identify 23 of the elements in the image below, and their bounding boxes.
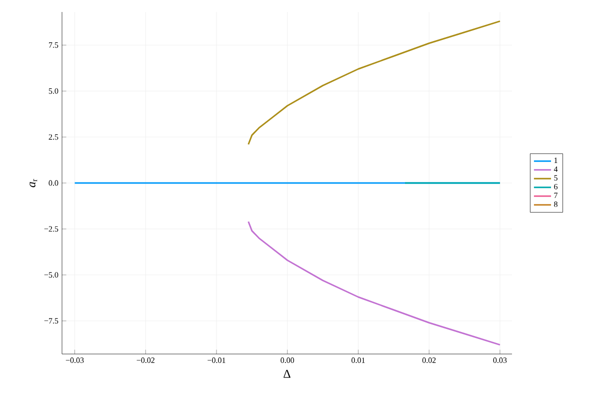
x-tick-label: 0.02: [422, 358, 436, 363]
y-tick-label: −5.0: [44, 272, 58, 278]
x-axis-title: Δ: [284, 370, 290, 378]
legend-label: 6: [554, 184, 558, 190]
x-tick-label: 0.03: [493, 358, 507, 363]
legend-label: 4: [554, 166, 558, 172]
y-axis-title: a$_{r}$: [30, 178, 38, 188]
legend-label: 5: [554, 175, 558, 181]
y-tick-label: 0.0: [48, 180, 58, 186]
y-tick-label: 2.5: [48, 134, 58, 140]
x-tick-label: −0.03: [66, 358, 84, 363]
x-tick-label: −0.02: [136, 358, 154, 363]
x-tick-label: 0.01: [352, 358, 365, 363]
y-tick-label: −7.5: [44, 318, 58, 324]
legend-label: 8: [554, 202, 558, 207]
y-tick-label: −2.5: [44, 226, 58, 232]
line-series: [248, 20, 501, 146]
legend-label: 1: [554, 158, 558, 163]
y-tick-label: 7.5: [49, 42, 58, 48]
x-tick-label: −0.01: [208, 358, 226, 363]
legend-label: 7: [554, 192, 558, 198]
y-tick-label: 5.0: [48, 88, 58, 94]
x-tick-label: 0.00: [280, 358, 294, 363]
